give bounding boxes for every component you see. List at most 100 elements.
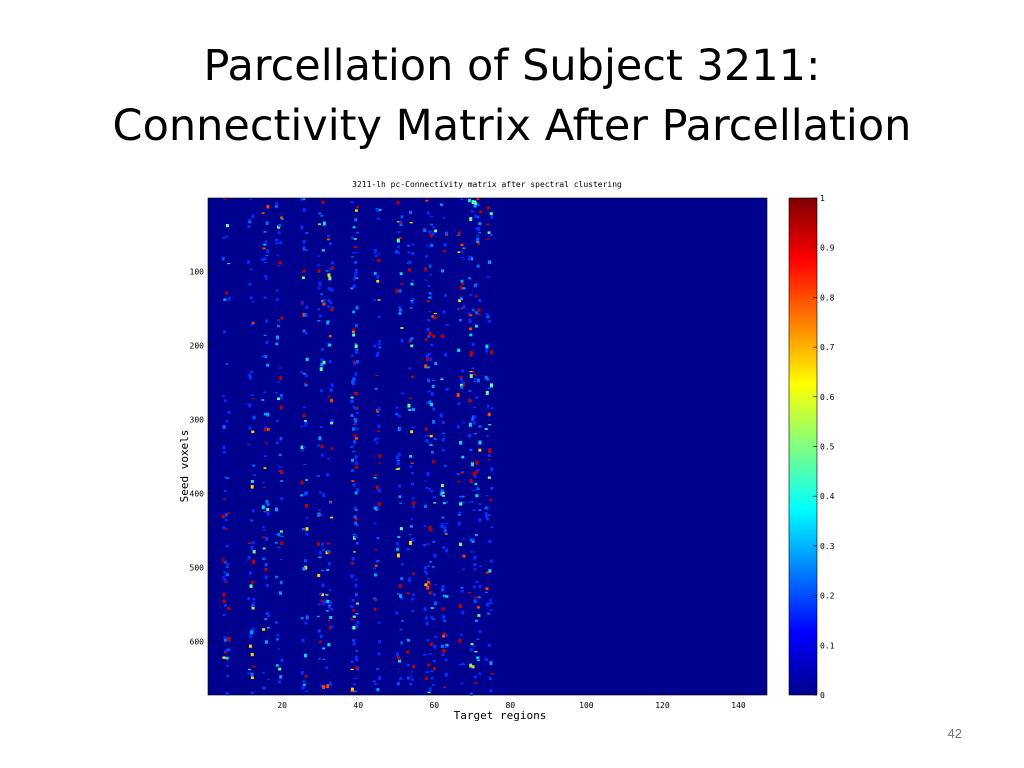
heatmap-streak (279, 675, 283, 679)
heatmap-streak (250, 394, 254, 397)
heatmap-streak (411, 537, 415, 541)
heatmap-streak (458, 299, 462, 303)
heatmap-streak (263, 274, 267, 278)
heatmap-streak (376, 536, 380, 540)
heatmap-streak (265, 583, 269, 587)
heatmap-streak (428, 292, 432, 295)
heatmap-streak (378, 675, 382, 680)
heatmap-streak (430, 215, 434, 218)
heatmap-streak (319, 367, 323, 371)
heatmap-streak (377, 488, 381, 493)
heatmap-streak (328, 601, 332, 605)
heatmap-streak (434, 229, 438, 233)
heatmap-streak (442, 216, 446, 219)
heatmap-streak (468, 198, 472, 203)
heatmap-streak (326, 321, 330, 325)
heatmap-streak (425, 199, 429, 202)
heatmap-streak (302, 198, 306, 200)
heatmap-streak (317, 657, 321, 660)
heatmap-streak (355, 650, 359, 652)
heatmap-streak (246, 260, 250, 264)
heatmap-streak (261, 526, 265, 528)
heatmap-streak (472, 585, 476, 589)
heatmap-streak (411, 593, 415, 596)
heatmap-streak (432, 226, 436, 228)
heatmap-streak (423, 544, 427, 547)
heatmap-streak (250, 519, 254, 522)
heatmap-streak (460, 250, 464, 253)
heatmap-streak (304, 491, 308, 496)
heatmap-streak (275, 507, 279, 512)
heatmap-streak (274, 541, 278, 544)
heatmap-streak (251, 603, 255, 608)
heatmap-streak (274, 534, 278, 536)
heatmap-streak (247, 596, 251, 601)
heatmap-streak (277, 319, 281, 322)
heatmap-streak (355, 541, 359, 545)
heatmap-streak (265, 536, 269, 541)
heatmap-streak (484, 591, 488, 593)
heatmap-streak (277, 225, 281, 229)
heatmap-streak (354, 209, 358, 212)
heatmap-streak (376, 217, 380, 220)
heatmap-streak (261, 536, 265, 539)
heatmap-streak (317, 308, 321, 311)
heatmap-streak (350, 574, 354, 579)
heatmap-streak (426, 211, 430, 215)
heatmap-streak (445, 387, 449, 391)
heatmap-streak (266, 427, 270, 431)
heatmap-streak (459, 495, 463, 498)
heatmap-streak (320, 444, 324, 449)
heatmap-streak (222, 592, 226, 597)
heatmap-streak (472, 421, 476, 425)
heatmap-streak (275, 419, 279, 423)
heatmap-streak (396, 652, 400, 656)
heatmap-streak (328, 286, 332, 291)
heatmap-streak (224, 528, 228, 530)
heatmap-streak (396, 461, 400, 465)
heatmap-streak (410, 430, 414, 434)
heatmap-streak (486, 602, 490, 607)
heatmap-streak (474, 596, 478, 599)
heatmap-streak (458, 318, 462, 322)
heatmap-streak (484, 512, 488, 515)
heatmap-streak (264, 240, 268, 243)
heatmap-streak (470, 462, 474, 467)
heatmap-streak (249, 630, 253, 635)
heatmap-streak (275, 238, 279, 242)
heatmap-streak (353, 440, 357, 444)
heatmap-streak (266, 412, 270, 417)
heatmap-streak (430, 616, 434, 619)
heatmap-streak (300, 445, 304, 450)
heatmap-streak (247, 542, 251, 544)
heatmap-streak (442, 546, 446, 549)
heatmap-streak (372, 299, 376, 301)
heatmap-streak (304, 374, 308, 378)
heatmap-streak (473, 475, 477, 478)
heatmap-streak (320, 684, 324, 688)
heatmap-streak (317, 509, 321, 511)
heatmap-streak (406, 262, 410, 264)
heatmap-streak (326, 238, 330, 241)
heatmap-streak (490, 350, 494, 355)
heatmap-streak (263, 243, 267, 246)
heatmap-streak (430, 243, 434, 247)
heatmap-streak (411, 243, 415, 246)
heatmap-streak (432, 460, 436, 464)
heatmap-streak (396, 238, 400, 243)
heatmap-streak (352, 310, 356, 314)
heatmap-streak (445, 634, 449, 637)
heatmap-streak (328, 360, 332, 364)
heatmap-streak (316, 542, 320, 546)
heatmap-streak (321, 200, 325, 204)
heatmap-streak (351, 400, 355, 403)
heatmap-streak (399, 594, 403, 598)
heatmap-streak (410, 337, 414, 340)
y-tick-label: 600 (190, 638, 205, 647)
heatmap-streak (427, 390, 431, 393)
heatmap-streak (443, 619, 447, 622)
heatmap-streak (372, 567, 376, 570)
heatmap-streak (317, 255, 321, 257)
heatmap-streak (329, 516, 333, 519)
heatmap-streak (429, 528, 433, 532)
